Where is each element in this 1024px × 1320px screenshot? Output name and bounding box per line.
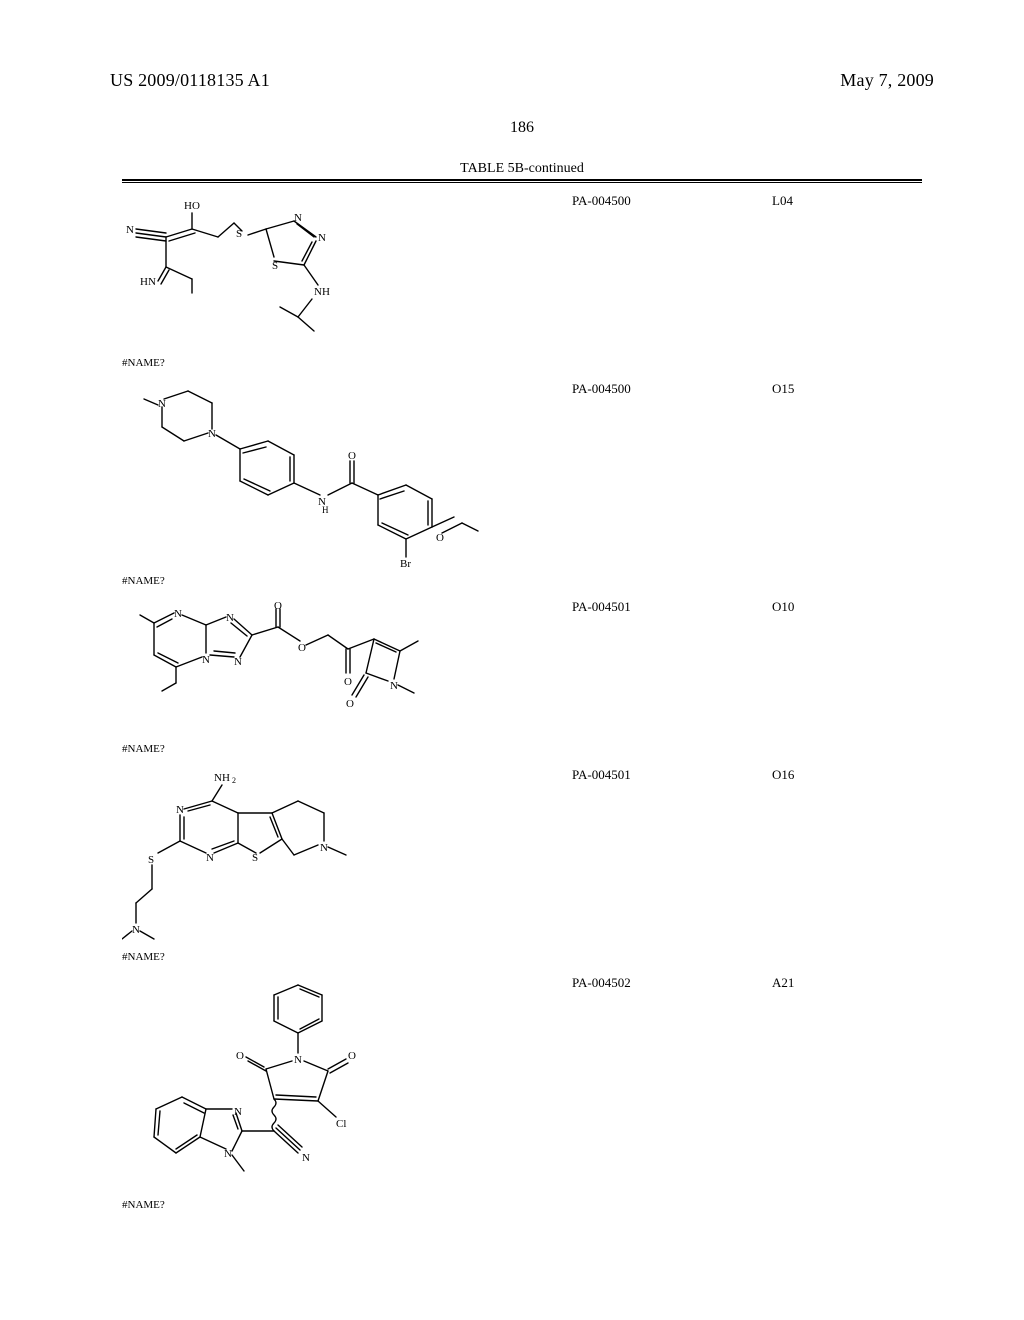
atom-label: N xyxy=(234,656,242,668)
pa-id-cell: PA-004500 xyxy=(572,375,772,397)
atom-label: Br xyxy=(400,558,411,570)
name-label: #NAME? xyxy=(122,575,562,587)
atom-label: N xyxy=(174,608,182,620)
molecule-diagram: N N xyxy=(122,381,482,571)
atom-label: N xyxy=(234,1106,242,1118)
page-number: 186 xyxy=(110,119,934,137)
table-row: HO N HN xyxy=(122,183,922,371)
atom-label: N xyxy=(226,612,234,624)
atom-label: N xyxy=(302,1152,310,1164)
atom-label: N xyxy=(390,680,398,692)
atom-label: N xyxy=(224,1148,232,1160)
structure-cell: N O O Cl xyxy=(122,969,572,1213)
patent-page: US 2009/0118135 A1 May 7, 2009 186 TABLE… xyxy=(0,0,1024,1320)
atom-label: O xyxy=(274,600,282,612)
page-header: US 2009/0118135 A1 May 7, 2009 xyxy=(110,70,934,91)
code-cell: A21 xyxy=(772,969,912,991)
publication-date: May 7, 2009 xyxy=(840,70,934,91)
table-row: N N xyxy=(122,371,922,589)
atom-label: Cl xyxy=(336,1118,346,1130)
structure-cell: NH 2 N N S xyxy=(122,761,572,965)
pa-id-cell: PA-004501 xyxy=(572,593,772,615)
name-label: #NAME? xyxy=(122,1199,562,1211)
structure-cell: N N N xyxy=(122,593,572,757)
atom-label: O xyxy=(348,450,356,462)
code-cell: L04 xyxy=(772,187,912,209)
atom-label: N xyxy=(132,924,140,936)
code-cell: O16 xyxy=(772,761,912,783)
atom-label: N xyxy=(202,654,210,666)
atom-label: N xyxy=(208,428,216,440)
molecule-diagram: HO N HN xyxy=(122,193,382,353)
atom-label: O xyxy=(346,698,354,710)
pa-id-cell: PA-004502 xyxy=(572,969,772,991)
table-rule-top-thick xyxy=(122,179,922,181)
table-5b: TABLE 5B-continued HO N xyxy=(122,161,922,1213)
name-label: #NAME? xyxy=(122,357,562,369)
atom-label: N xyxy=(176,804,184,816)
atom-label: N xyxy=(294,212,302,224)
code-cell: O10 xyxy=(772,593,912,615)
atom-label: 2 xyxy=(232,776,236,785)
table-row: N N N xyxy=(122,589,922,757)
pa-id-cell: PA-004501 xyxy=(572,761,772,783)
structure-cell: N N xyxy=(122,375,572,589)
table-title: TABLE 5B-continued xyxy=(122,161,922,177)
name-label: #NAME? xyxy=(122,743,562,755)
atom-label: NH xyxy=(214,772,230,784)
structure-cell: HO N HN xyxy=(122,187,572,371)
atom-label: N xyxy=(320,842,328,854)
atom-label: N xyxy=(294,1054,302,1066)
molecule-diagram: NH 2 N N S xyxy=(122,767,382,947)
atom-label: O xyxy=(436,532,444,544)
atom-label: O xyxy=(236,1050,244,1062)
atom-label: N xyxy=(126,224,134,236)
atom-label: N xyxy=(206,852,214,864)
atom-label: S xyxy=(252,852,258,864)
pa-id-cell: PA-004500 xyxy=(572,187,772,209)
code-cell: O15 xyxy=(772,375,912,397)
atom-label: S xyxy=(272,260,278,272)
table-row: N O O Cl xyxy=(122,965,922,1213)
atom-label: H xyxy=(322,505,329,515)
atom-label: O xyxy=(344,676,352,688)
atom-label: HN xyxy=(140,276,156,288)
atom-label: NH xyxy=(314,286,330,298)
molecule-diagram: N N N xyxy=(122,599,442,739)
atom-label: HO xyxy=(184,200,200,212)
atom-label: O xyxy=(298,642,306,654)
name-label: #NAME? xyxy=(122,951,562,963)
atom-label: O xyxy=(348,1050,356,1062)
table-row: NH 2 N N S xyxy=(122,757,922,965)
atom-label: S xyxy=(148,854,154,866)
publication-number: US 2009/0118135 A1 xyxy=(110,70,270,91)
molecule-diagram: N O O Cl xyxy=(122,975,422,1195)
atom-label: N xyxy=(318,232,326,244)
